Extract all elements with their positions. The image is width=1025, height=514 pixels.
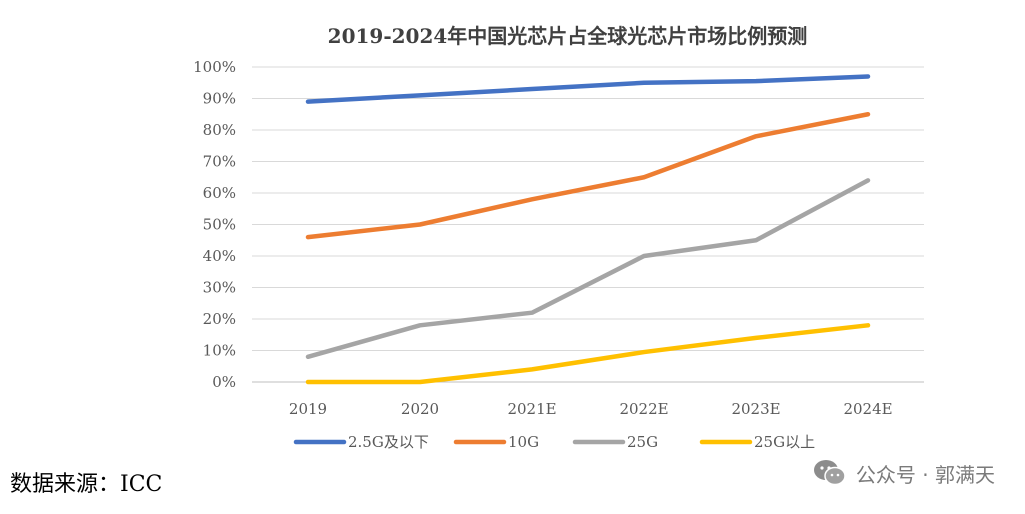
y-tick-label: 80% <box>203 121 236 139</box>
y-tick-label: 40% <box>203 247 236 265</box>
series-line-2 <box>305 178 871 360</box>
x-tick-label: 2024E <box>843 400 892 418</box>
y-tick-label: 0% <box>212 373 236 391</box>
source-note: 数据来源：ICC <box>10 472 163 497</box>
x-tick-label: 2023E <box>731 400 780 418</box>
legend-label: 10G <box>508 433 539 451</box>
watermark: 公众号 · 郭满天 <box>812 458 995 488</box>
y-tick-label: 60% <box>203 184 236 202</box>
x-tick-label: 2021E <box>507 400 556 418</box>
chart-title: 2019-2024年中国光芯片占全球光芯片市场比例预测 <box>327 24 808 48</box>
legend-label: 2.5G及以下 <box>348 433 429 451</box>
series-line-1 <box>305 112 871 240</box>
legend-label: 25G <box>627 433 658 451</box>
watermark-text: 公众号 · 郭满天 <box>855 462 995 487</box>
y-tick-label: 50% <box>203 216 236 234</box>
y-tick-label: 100% <box>193 58 236 76</box>
y-tick-label: 10% <box>203 342 236 360</box>
legend-label: 25G以上 <box>754 433 815 451</box>
x-tick-label: 2020 <box>401 400 439 418</box>
x-tick-label: 2022E <box>619 400 668 418</box>
y-tick-label: 90% <box>203 90 236 108</box>
y-tick-label: 70% <box>203 153 236 171</box>
y-tick-label: 20% <box>203 310 236 328</box>
y-tick-label: 30% <box>203 279 236 297</box>
series-line-0 <box>305 74 871 104</box>
series-line-3 <box>305 323 871 385</box>
wechat-icon <box>813 460 846 486</box>
x-tick-label: 2019 <box>289 400 327 418</box>
